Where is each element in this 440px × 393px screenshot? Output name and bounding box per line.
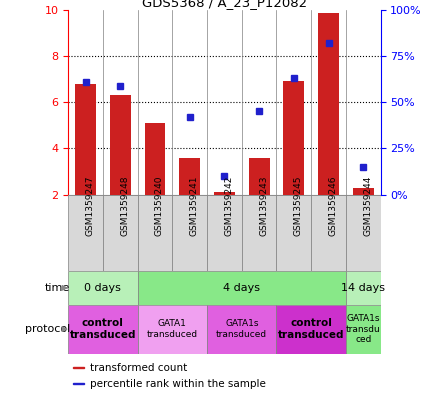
Text: GATA1s
transdu
ced: GATA1s transdu ced <box>346 314 381 344</box>
Bar <box>68 305 138 354</box>
Bar <box>207 195 242 271</box>
Bar <box>73 383 84 384</box>
Bar <box>138 195 172 271</box>
Text: GSM1359240: GSM1359240 <box>155 176 164 236</box>
Text: control
transduced: control transduced <box>278 318 345 340</box>
Bar <box>138 305 207 354</box>
Bar <box>68 271 138 305</box>
Text: control
transduced: control transduced <box>70 318 136 340</box>
Bar <box>179 158 200 195</box>
Bar <box>145 123 165 195</box>
Bar <box>283 81 304 195</box>
Text: GSM1359244: GSM1359244 <box>363 176 372 236</box>
Text: GSM1359246: GSM1359246 <box>329 176 337 236</box>
Text: GATA1
transduced: GATA1 transduced <box>147 320 198 339</box>
Bar <box>249 158 270 195</box>
Text: GSM1359242: GSM1359242 <box>224 176 233 236</box>
Text: 14 days: 14 days <box>341 283 385 293</box>
Text: 4 days: 4 days <box>223 283 260 293</box>
Bar <box>214 192 235 195</box>
Bar <box>346 195 381 271</box>
Bar <box>311 195 346 271</box>
Text: GSM1359245: GSM1359245 <box>294 176 303 236</box>
Text: time: time <box>45 283 70 293</box>
Bar <box>276 195 311 271</box>
Bar <box>346 305 381 354</box>
Bar <box>68 195 103 271</box>
Text: transformed count: transformed count <box>90 363 187 373</box>
Bar <box>353 187 374 195</box>
Bar <box>75 84 96 195</box>
Bar <box>346 271 381 305</box>
Bar <box>207 305 276 354</box>
Bar <box>73 367 84 368</box>
Text: GSM1359243: GSM1359243 <box>259 176 268 236</box>
Text: 0 days: 0 days <box>84 283 121 293</box>
Text: percentile rank within the sample: percentile rank within the sample <box>90 379 266 389</box>
Text: GATA1s
transduced: GATA1s transduced <box>216 320 268 339</box>
Bar <box>110 95 131 195</box>
Text: GSM1359247: GSM1359247 <box>85 176 95 236</box>
Text: GSM1359241: GSM1359241 <box>190 176 199 236</box>
Bar <box>318 13 339 195</box>
Text: protocol: protocol <box>25 324 70 334</box>
Bar <box>103 195 138 271</box>
Bar <box>242 195 276 271</box>
Title: GDS5368 / A_23_P12082: GDS5368 / A_23_P12082 <box>142 0 307 9</box>
Bar <box>138 271 346 305</box>
Bar <box>276 305 346 354</box>
Text: GSM1359248: GSM1359248 <box>120 176 129 236</box>
Bar <box>172 195 207 271</box>
